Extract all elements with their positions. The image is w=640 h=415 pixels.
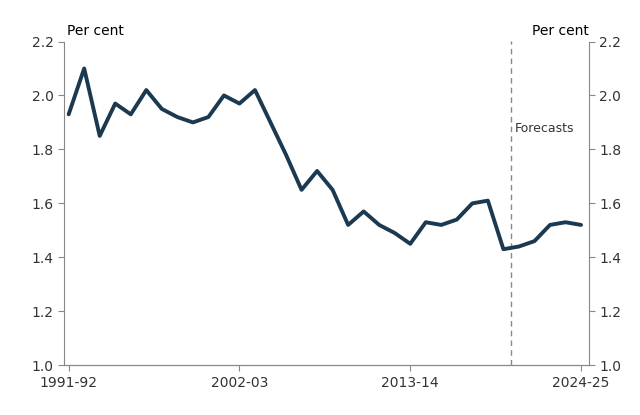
Text: Forecasts: Forecasts xyxy=(515,122,574,135)
Text: Per cent: Per cent xyxy=(532,24,589,38)
Text: Per cent: Per cent xyxy=(67,24,124,38)
